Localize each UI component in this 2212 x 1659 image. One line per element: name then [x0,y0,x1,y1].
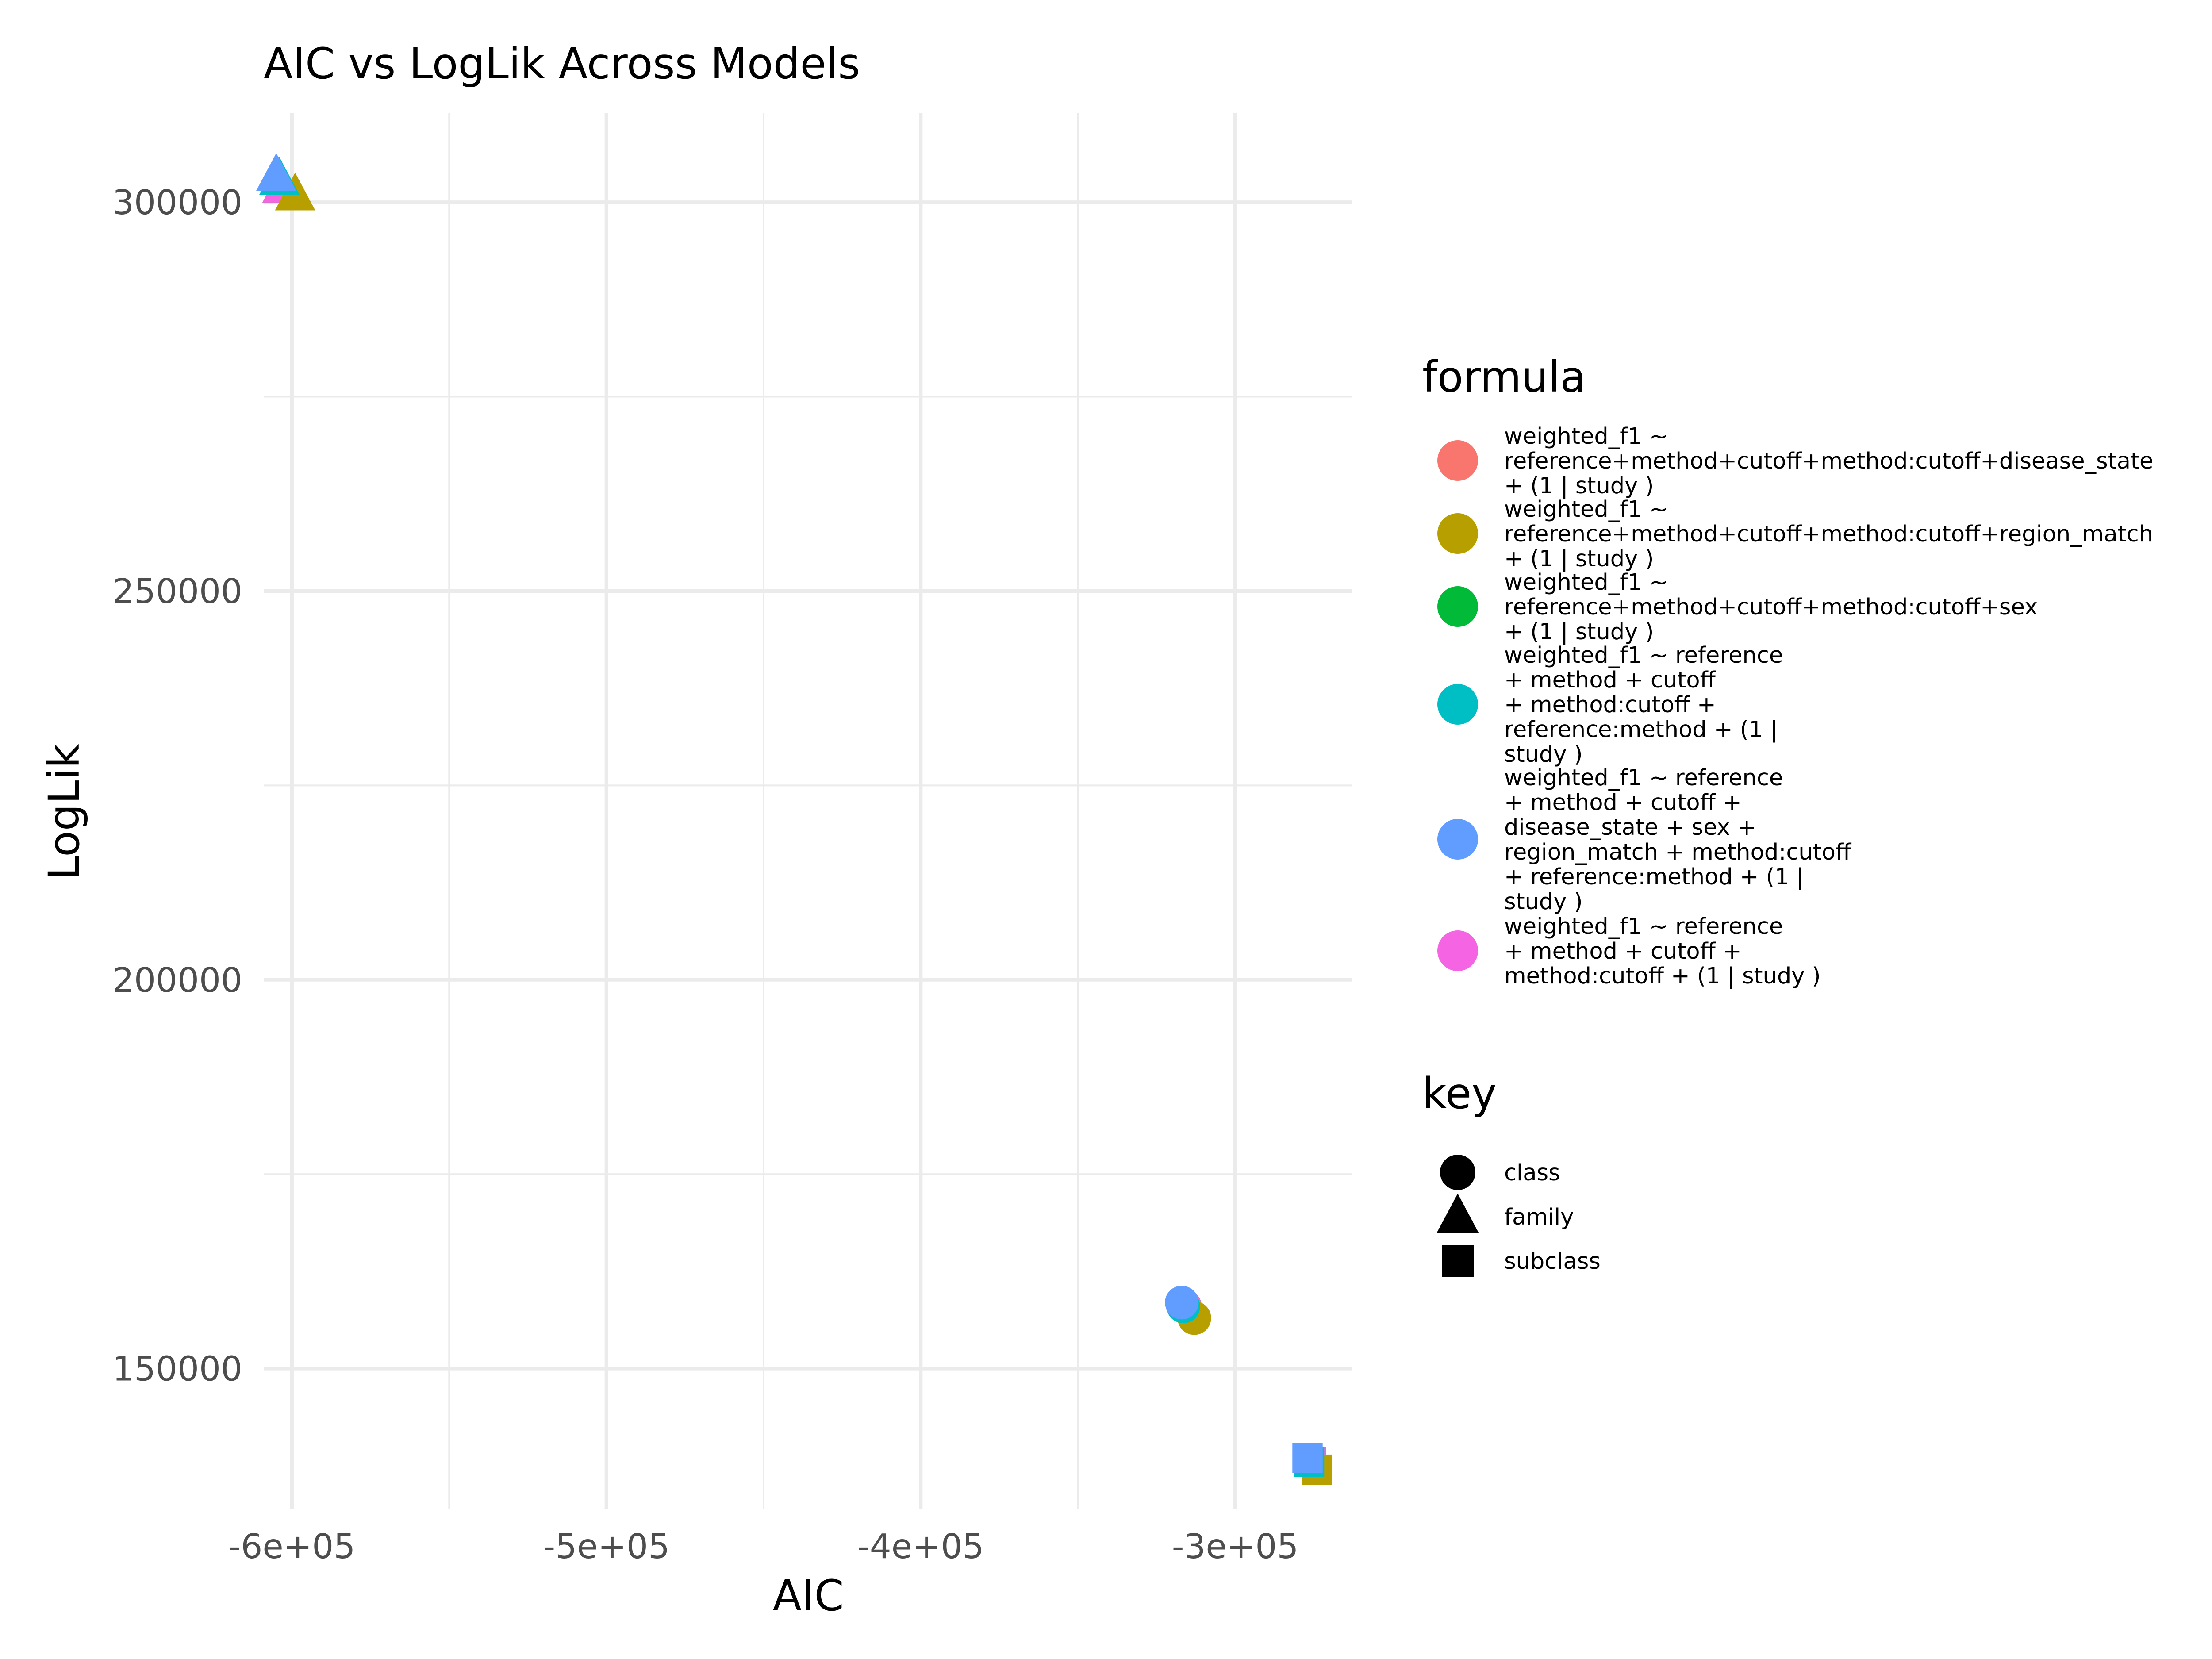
x-axis-tick-labels: -6e+05 -5e+05 -4e+05 -3e+05 [229,1527,1299,1567]
x-axis-title: AIC [772,1571,844,1621]
data-point-class [1165,1286,1199,1320]
x-tick-label: -6e+05 [229,1527,356,1567]
formula-legend-label: weighted_f1 ~ reference + method + cutoff… [1504,914,1821,989]
x-tick-label: -3e+05 [1172,1527,1299,1567]
key-legend-title: key [1422,1069,1497,1118]
key-legend-label: family [1504,1204,1574,1230]
y-axis-title: LogLik [39,744,89,880]
formula-legend: formula weighted_f1 ~ reference+method+cu… [1422,352,2153,989]
key-legend-circle-icon [1440,1155,1475,1190]
formula-legend-label: weighted_f1 ~ reference+method+cutoff+met… [1504,569,2038,645]
key-legend-square-icon [1442,1245,1474,1277]
formula-legend-swatch [1437,513,1478,554]
data-point-family [256,153,297,191]
key-legend-label: class [1504,1160,1560,1186]
formula-legend-swatch [1437,930,1478,971]
formula-legend-swatch [1437,586,1478,627]
y-tick-label: 250000 [112,572,242,611]
x-tick-label: -4e+05 [857,1527,984,1567]
key-legend: key class family subclass [1422,1069,1601,1277]
plot-points [256,153,1333,1485]
formula-legend-label: weighted_f1 ~ reference + method + cutoff… [1504,642,1783,768]
data-point-subclass [1292,1443,1323,1473]
formula-legend-swatch [1437,819,1478,860]
key-legend-label: subclass [1504,1248,1601,1275]
formula-legend-label: weighted_f1 ~ reference+method+cutoff+met… [1504,496,2153,572]
formula-legend-label: weighted_f1 ~ reference+method+cutoff+met… [1504,423,2153,499]
plot-grid [264,113,1352,1509]
formula-legend-label: weighted_f1 ~ reference + method + cutoff… [1504,765,1852,915]
x-tick-label: -5e+05 [543,1527,670,1567]
y-tick-label: 300000 [112,183,242,223]
y-tick-label: 200000 [112,961,242,1000]
formula-legend-swatch [1437,684,1478,725]
y-axis-tick-labels: 150000 200000 250000 300000 [112,183,242,1389]
key-legend-triangle-icon [1436,1193,1479,1233]
y-tick-label: 150000 [112,1350,242,1389]
formula-legend-title: formula [1422,352,1586,402]
chart-title: AIC vs LogLik Across Models [264,39,860,88]
formula-legend-swatch [1437,440,1478,481]
